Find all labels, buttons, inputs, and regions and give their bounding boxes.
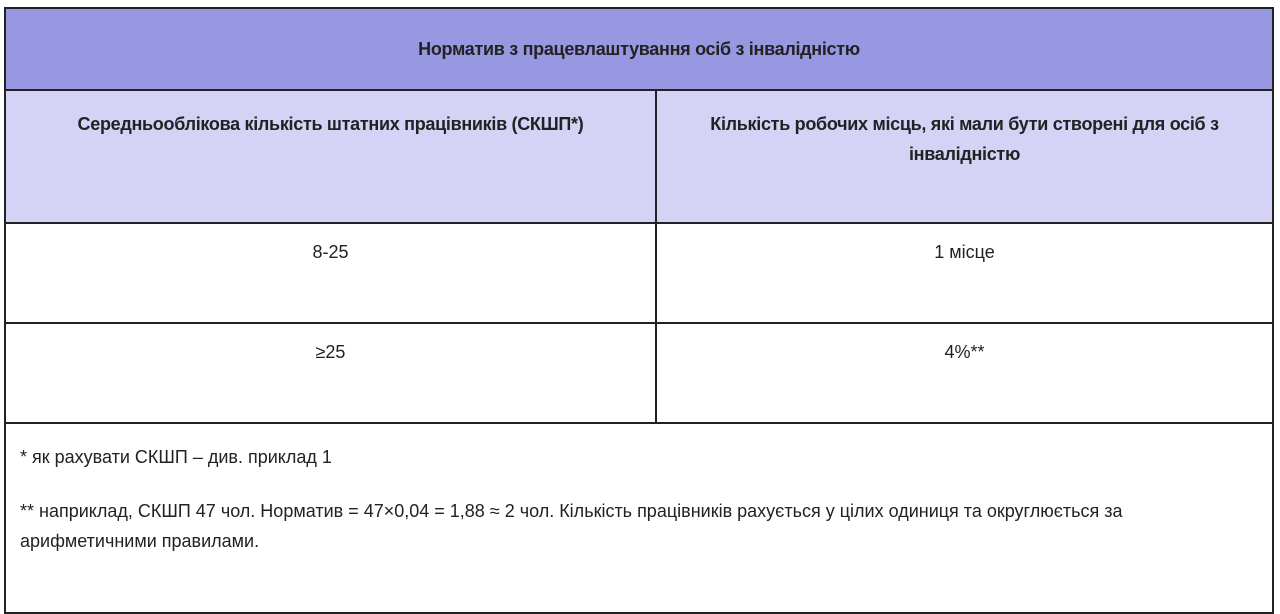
cell-employees: 8-25 [4,222,657,324]
footnote-2: ** наприклад, СКШП 47 чол. Норматив = 47… [20,501,1123,551]
footnotes: * як рахувати СКШП – див. приклад 1 ** н… [4,422,1274,614]
table-row: 8-25 1 місце [4,222,1274,324]
disability-employment-norm-table: Норматив з працевлаштування осіб з інвал… [4,7,1274,614]
table-title: Норматив з працевлаштування осіб з інвал… [4,7,1274,91]
cell-employees: ≥25 [4,322,657,424]
cell-workplaces: 4%** [655,322,1274,424]
column-header-employees: Середньооблікова кількість штатних праці… [4,89,657,224]
column-header-workplaces: Кількість робочих місць, які мали бути с… [655,89,1274,224]
footnote-1: * як рахувати СКШП – див. приклад 1 [20,447,332,467]
cell-workplaces: 1 місце [655,222,1274,324]
table-row: ≥25 4%** [4,322,1274,424]
